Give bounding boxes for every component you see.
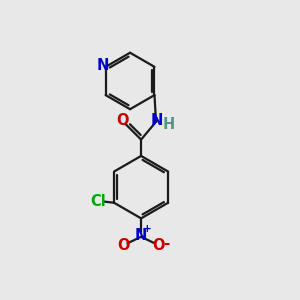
Text: N: N	[96, 58, 109, 73]
Text: H: H	[163, 117, 175, 132]
Text: O: O	[117, 113, 129, 128]
Text: -: -	[164, 236, 170, 251]
Text: Cl: Cl	[91, 194, 106, 209]
Text: O: O	[152, 238, 165, 253]
Text: +: +	[143, 224, 152, 234]
Text: O: O	[118, 238, 130, 253]
Text: N: N	[151, 113, 164, 128]
Text: N: N	[134, 228, 147, 243]
